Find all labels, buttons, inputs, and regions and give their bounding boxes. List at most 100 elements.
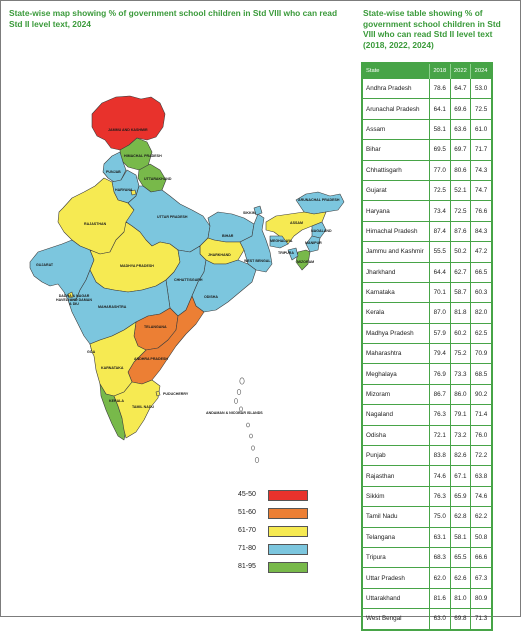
state-tamil-nadu[interactable] bbox=[113, 379, 161, 439]
table-row: Haryana 73.4 72.5 76.6 bbox=[362, 200, 492, 222]
cell-value: 62.5 bbox=[470, 322, 492, 344]
cell-value: 74.3 bbox=[470, 159, 492, 181]
cell-state: Chhattisgarh bbox=[362, 159, 430, 181]
state-punjab[interactable] bbox=[102, 151, 127, 183]
header-state: State bbox=[362, 63, 430, 79]
ut-dadra-nagar-haveli-daman-diu bbox=[67, 291, 74, 299]
table-row: Jharkhand 64.4 62.7 66.5 bbox=[362, 261, 492, 283]
label-mz: MIZORAM bbox=[297, 260, 314, 264]
cell-value: 82.6 bbox=[450, 445, 472, 466]
cell-value: 74.6 bbox=[429, 465, 451, 487]
cell-value: 70.9 bbox=[470, 343, 492, 364]
cell-state: Uttar Pradesh bbox=[362, 567, 430, 589]
label-tn: TAMIL NADU bbox=[132, 405, 154, 409]
label-uk: UTTARAKHAND bbox=[144, 177, 172, 181]
cell-value: 79.4 bbox=[429, 343, 451, 364]
cell-value: 77.0 bbox=[429, 159, 451, 181]
label-nl: NAGALAND bbox=[311, 229, 332, 233]
cell-state: Jammu and Kashmir bbox=[362, 241, 430, 263]
table-header-row: State 2018 2022 2024 bbox=[362, 63, 492, 79]
state-tripura[interactable] bbox=[287, 247, 299, 261]
table-row: Mizoram 86.7 86.0 90.2 bbox=[362, 383, 492, 405]
state-mizoram[interactable] bbox=[295, 249, 311, 271]
state-karnataka[interactable] bbox=[89, 321, 147, 397]
state-arunachal-pradesh[interactable] bbox=[295, 191, 345, 215]
cell-value: 66.5 bbox=[470, 261, 492, 283]
cell-value: 73.3 bbox=[450, 363, 472, 385]
cell-value: 69.8 bbox=[450, 608, 472, 630]
label-pb: PUNJAB bbox=[106, 170, 121, 174]
cell-value: 87.4 bbox=[429, 220, 451, 242]
cell-state: Meghalaya bbox=[362, 363, 430, 385]
cell-value: 62.8 bbox=[450, 506, 472, 528]
state-jammu-and-kashmir[interactable] bbox=[91, 95, 166, 151]
cell-value: 71.4 bbox=[470, 404, 492, 426]
state-sikkim[interactable] bbox=[253, 205, 263, 216]
andaman-nicobar-islands bbox=[234, 377, 260, 463]
cell-state: Kerala bbox=[362, 302, 430, 324]
table-row: West Bengal 63.0 69.8 71.3 bbox=[362, 608, 492, 630]
cell-value: 81.0 bbox=[450, 587, 472, 609]
table-row: Sikkim 76.3 65.9 74.6 bbox=[362, 485, 492, 507]
label-bh: BIHAR bbox=[222, 234, 234, 238]
cell-value: 75.2 bbox=[450, 343, 472, 364]
legend-row: 51-60 bbox=[238, 508, 310, 521]
cell-value: 53.0 bbox=[470, 77, 492, 99]
legend-label: 45-50 bbox=[238, 491, 256, 498]
cell-value: 87.6 bbox=[450, 220, 472, 242]
table-row: Uttarakhand 81.6 81.0 80.9 bbox=[362, 587, 492, 609]
cell-value: 71.3 bbox=[470, 608, 492, 630]
state-nagaland[interactable] bbox=[311, 221, 327, 239]
cell-state: Jharkhand bbox=[362, 261, 430, 283]
cell-value: 76.9 bbox=[429, 363, 451, 385]
table-row: Madhya Pradesh 57.9 60.2 62.5 bbox=[362, 322, 492, 344]
table-row: Punjab 83.8 82.6 72.2 bbox=[362, 445, 492, 466]
table-title: State-wise table showing % of government… bbox=[363, 8, 513, 50]
label-gj: GUJARAT bbox=[36, 263, 54, 267]
cell-value: 57.9 bbox=[429, 322, 451, 344]
cell-value: 63.8 bbox=[470, 465, 492, 487]
label-hr: HARYANA bbox=[115, 188, 133, 192]
label-tg: TELANGANA bbox=[144, 325, 167, 329]
label-rj: RAJASTHAN bbox=[84, 222, 107, 226]
cell-state: West Bengal bbox=[362, 608, 430, 630]
cell-value: 86.0 bbox=[450, 383, 472, 405]
cell-value: 72.2 bbox=[470, 445, 492, 466]
cell-value: 80.9 bbox=[470, 587, 492, 609]
state-delhi bbox=[130, 189, 137, 196]
table-body: Andhra Pradesh 78.6 64.7 53.0 Arunachal Prad… bbox=[362, 77, 492, 630]
cell-value: 75.0 bbox=[429, 506, 451, 528]
legend-swatch bbox=[268, 508, 308, 519]
state-himachal-pradesh[interactable] bbox=[119, 137, 153, 171]
cell-value: 69.7 bbox=[450, 139, 472, 161]
cell-state: Karnataka bbox=[362, 281, 430, 303]
cell-value: 76.3 bbox=[429, 404, 451, 426]
cell-value: 67.1 bbox=[450, 465, 472, 487]
state-data-table: State 2018 2022 2024 Andhra Pradesh 78.6 6… bbox=[361, 62, 493, 631]
cell-value: 73.2 bbox=[450, 424, 472, 446]
legend-swatch bbox=[268, 544, 308, 555]
cell-value: 70.1 bbox=[429, 281, 451, 303]
table-row: Tamil Nadu 75.0 62.8 62.2 bbox=[362, 506, 492, 528]
label-ar: ARUNACHAL PRADESH bbox=[298, 198, 340, 202]
table-row: Kerala 87.0 81.8 82.0 bbox=[362, 302, 492, 324]
cell-value: 50.8 bbox=[470, 526, 492, 548]
table-row: Bihar 69.5 69.7 71.7 bbox=[362, 139, 492, 161]
table-row: Meghalaya 76.9 73.3 68.5 bbox=[362, 363, 492, 385]
state-andhra-pradesh[interactable] bbox=[127, 295, 205, 385]
cell-value: 86.7 bbox=[429, 383, 451, 405]
cell-value: 71.7 bbox=[470, 139, 492, 161]
cell-value: 67.3 bbox=[470, 567, 492, 589]
state-manipur bbox=[305, 235, 321, 253]
state-meghalaya[interactable] bbox=[269, 235, 289, 249]
table-title-years: (2018, 2022, 2024) bbox=[363, 39, 434, 50]
label-mp: MADHYA PRADESH bbox=[120, 264, 154, 268]
cell-value: 52.1 bbox=[450, 179, 472, 201]
cell-value: 65.5 bbox=[450, 546, 472, 568]
cell-value: 69.5 bbox=[429, 139, 451, 161]
cell-value: 50.2 bbox=[450, 241, 472, 263]
cell-value: 72.5 bbox=[450, 200, 472, 222]
label-an: ANDAMAN & NICOBAR ISLANDS bbox=[206, 411, 263, 415]
table-row: Rajasthan 74.6 67.1 63.8 bbox=[362, 465, 492, 487]
legend-swatch bbox=[268, 562, 308, 573]
